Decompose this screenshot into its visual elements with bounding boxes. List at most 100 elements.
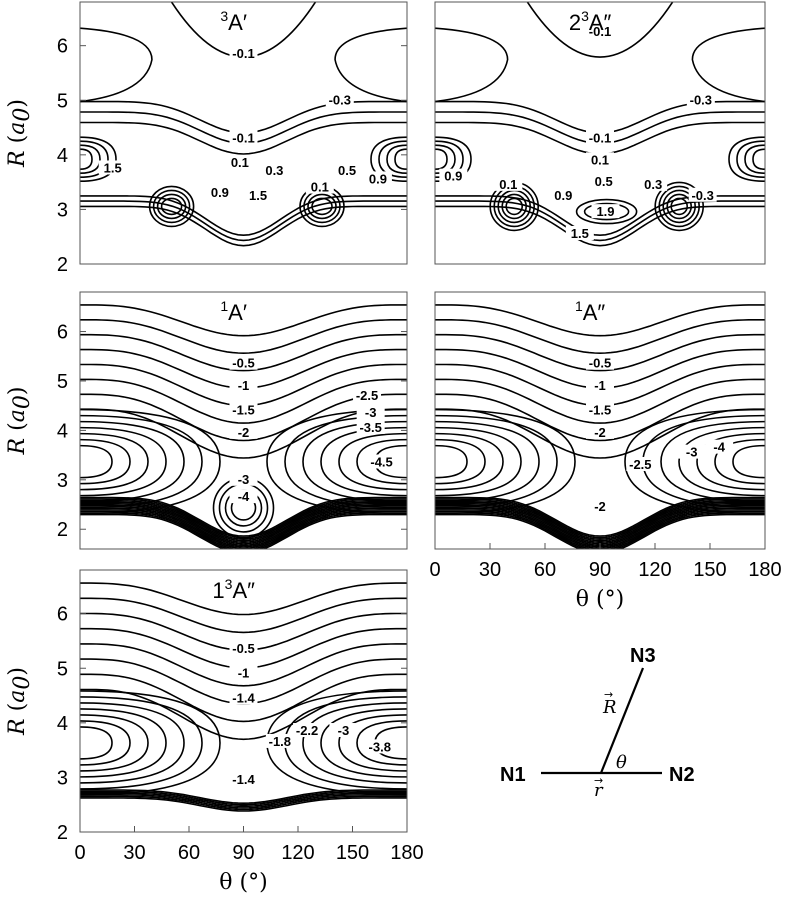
geometry-diagram: N1 N2 N3 R → θ r → (500, 645, 695, 801)
panel-5-edge-loop (80, 702, 185, 784)
panel-2-contour-label: -0.1 (589, 130, 611, 145)
panel-5-edge-loop (80, 690, 221, 796)
panel-4-contour-label: -2 (594, 425, 606, 440)
panel-1-wall-line (80, 200, 407, 242)
panel-5-contours (80, 582, 407, 812)
panel-2-contour-label-bg (589, 174, 618, 189)
panel-2-wall-line (435, 205, 765, 247)
panel-3-contour-label: -3 (365, 405, 377, 420)
panel-3-contour-label: -2 (238, 425, 250, 440)
panel-1-ytick-label: 3 (57, 199, 68, 221)
panel-1-wall-line (80, 205, 407, 247)
panel-4-edge-loop (732, 444, 765, 479)
vector-r-label: r (594, 780, 604, 801)
panel-4-contour-label: -2 (594, 499, 606, 514)
panel-3-contour-label: -1 (238, 378, 250, 393)
panel-5-contour-label-bg (229, 690, 258, 705)
panel-4-xtick-label: 30 (479, 559, 501, 581)
panel-2-well-loop (505, 197, 524, 216)
panel-5-edge-loop (80, 696, 203, 790)
panel-2-edge-loop (435, 148, 448, 170)
panel-3-contour-label-bg (367, 454, 396, 469)
panel-3-contours (80, 304, 407, 549)
panel-1-edge-loop (378, 140, 407, 178)
panel-5-xlabel: θ (°) (219, 870, 267, 895)
panel-3-frame (79, 291, 408, 550)
panel-5-ytick-label: 6 (57, 604, 68, 626)
panel-4: -0.5 -1 -1.5 -2 -2.5 -3 -4 -2 1A″ 0 30 60 90 120 150 18… (429, 291, 782, 612)
panel-3-edge-loop (80, 438, 131, 485)
panel-1-well-loop (307, 193, 337, 220)
panel-2-contour-label-bg (586, 24, 614, 39)
panel-1-ytick-label: 2 (57, 254, 68, 276)
panel-3-contour-label: -0.5 (232, 356, 254, 371)
panel-5-contour-label: -1.4 (232, 772, 255, 787)
panel-1-contour-label-bg (305, 179, 334, 194)
panel-5-edge-loop (338, 714, 407, 772)
panel-3-wall-line (80, 513, 407, 549)
panel-5-contour-line (80, 688, 407, 741)
vector-R-arrow: → (604, 688, 613, 701)
panel-5-xtick-label: 30 (123, 842, 145, 864)
panel-4-contour-label-bg (677, 444, 706, 459)
panel-4-wall-line (435, 503, 765, 544)
panel-1-title: 3A′ (220, 8, 247, 35)
panel-4-wall-line (435, 499, 765, 541)
panel-3-wall-line (80, 503, 407, 544)
panels-container: -0.1 -0.3 -0.1 0.1 0.3 0.5 0.9 1.5 0.9 1.5 0.1 3A′ 2… (5, 1, 782, 895)
panel-3-wall-line (80, 512, 407, 549)
panel-3-ytick-label: 2 (57, 519, 68, 541)
panel-1-contour-label-bg (98, 160, 127, 175)
panel-2-contour-label-bg (494, 176, 523, 191)
panel-4-contour-label: -1.5 (589, 403, 611, 418)
panel-4-contour-label: -4 (713, 440, 725, 455)
panel-5-ytick-label: 4 (57, 713, 68, 735)
panel-1-ylabel: R (a0) (5, 99, 35, 168)
panel-5-wall-line (80, 792, 407, 808)
panel-4-wall-line (435, 496, 765, 537)
panel-4-contour-label: -1 (594, 378, 606, 393)
panel-1-corner-loop-right (334, 27, 407, 103)
panel-1-contour-label: 0.1 (311, 180, 329, 195)
panel-5-edge-loop (356, 720, 407, 766)
panel-4-xtick-label: 150 (693, 559, 726, 581)
panel-5-xtick-label: 60 (178, 842, 200, 864)
panel-1-contour-label-bg (229, 45, 258, 60)
panel-3-contour-label-bg (229, 489, 258, 504)
panel-4-contour-label-bg (586, 377, 614, 392)
panel-4-contour-line (435, 393, 765, 442)
panel-3-contour-label-bg (229, 471, 258, 486)
panel-3-wall-line (80, 499, 407, 541)
panel-2-contour-label: -0.3 (691, 188, 713, 203)
panel-4-contour-line (435, 333, 765, 372)
r-vector-line (599, 667, 645, 774)
panel-2-well-loop (575, 198, 638, 225)
panel-2-contour-label-bg (439, 168, 468, 183)
panel-3-contour-label: -1.5 (232, 403, 254, 418)
panel-3-contour-label: -2.5 (356, 388, 378, 403)
panel-5-contour-line (80, 597, 407, 634)
panel-1-contour-label: -0.3 (329, 92, 351, 107)
panel-3-contour-label-bg (229, 424, 258, 439)
vector-R-label: R (602, 697, 617, 718)
panel-5-xtick-label: 150 (336, 842, 369, 864)
panel-4-edge-loop (435, 426, 522, 497)
panel-5-xtick-label: 0 (74, 842, 85, 864)
panel-2-contour-label: 0.5 (595, 174, 613, 189)
panel-3-ytick-label: 3 (57, 470, 68, 492)
panel-3-ytick-label: 6 (57, 322, 68, 344)
panel-1-edge-loop (386, 144, 407, 174)
panel-5-ytick-label: 5 (57, 658, 68, 680)
panel-3-wall-line (80, 501, 407, 542)
panel-4-contour-label-bg (626, 456, 655, 471)
panel-1-contour-line (80, 100, 407, 134)
panel-4-contour-label: -3 (686, 445, 698, 460)
panel-5-contour-label: -3 (338, 723, 350, 738)
panel-4-contour-line (435, 304, 765, 337)
panel-3-contour-label-bg (229, 402, 258, 417)
panel-3-contour-line (80, 408, 407, 459)
panel-1-contour-label-bg (363, 171, 392, 186)
panel-1-contour-label-bg (229, 130, 258, 145)
panel-4-contour-label-bg (586, 355, 614, 370)
